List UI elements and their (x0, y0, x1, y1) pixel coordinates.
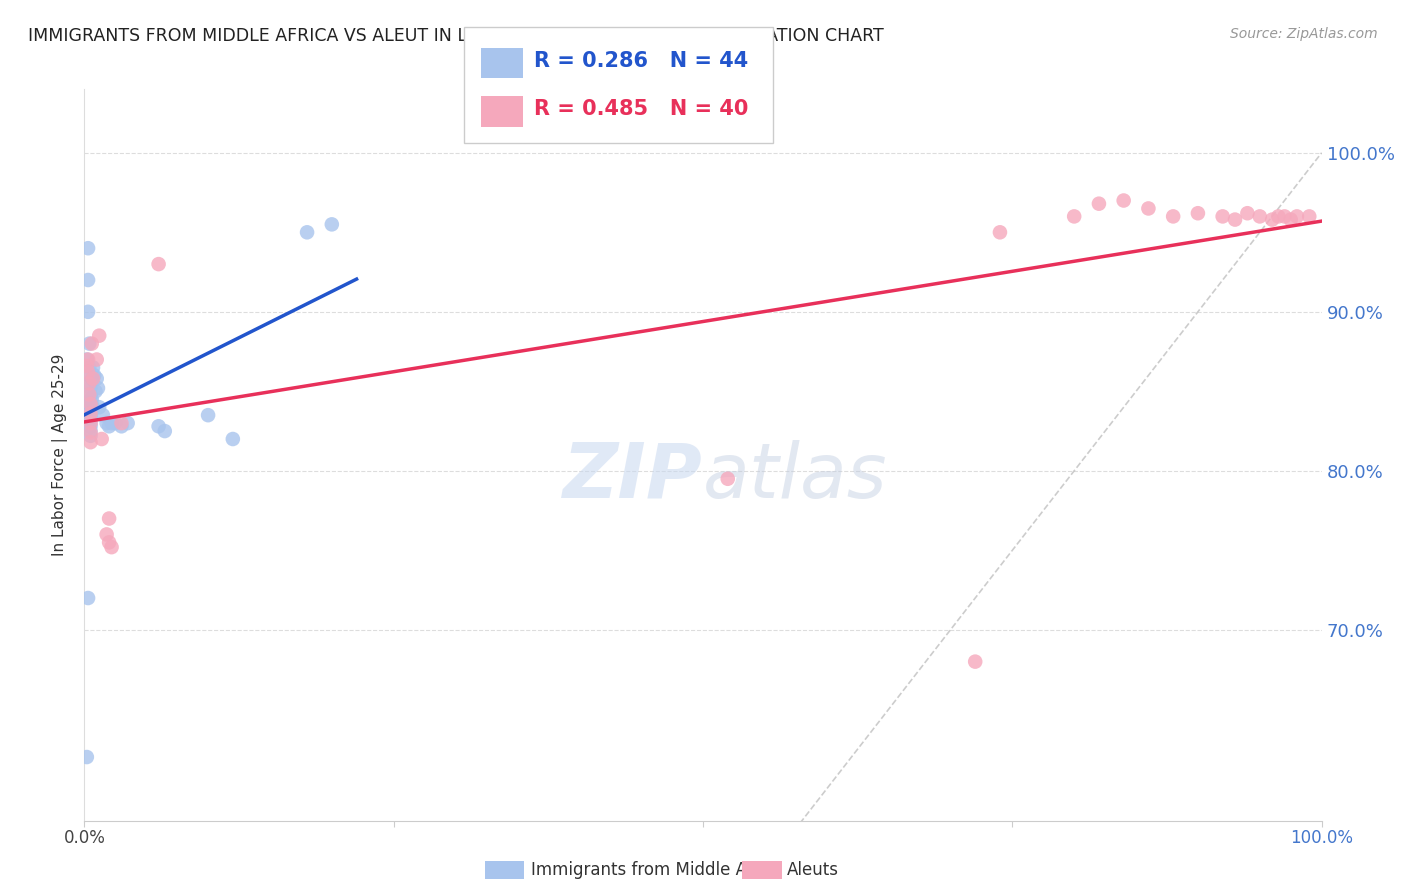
Point (79, 435, 101, 450)
Point (86, 371, 108, 385)
Point (1063, 210, 1085, 224)
Point (76, 352, 98, 367)
Point (79, 392, 101, 407)
Point (1261, 212, 1284, 227)
Text: R = 0.286   N = 44: R = 0.286 N = 44 (534, 51, 748, 70)
Text: 0.0%: 0.0% (63, 829, 105, 847)
Point (79, 387, 101, 401)
Point (82, 401, 104, 415)
Point (1137, 202, 1160, 216)
Point (1249, 210, 1271, 224)
Point (79, 403, 101, 417)
Point (1088, 196, 1111, 211)
Point (79, 381, 101, 395)
Point (321, 218, 343, 232)
Point (80, 392, 103, 407)
Point (79, 336, 101, 351)
Point (79, 419, 101, 434)
Point (87, 381, 110, 395)
Point (1279, 212, 1302, 227)
Point (91, 408, 114, 422)
Point (222, 432, 245, 446)
Point (110, 416, 132, 430)
Point (79, 376, 101, 391)
Text: Source: ZipAtlas.com: Source: ZipAtlas.com (1230, 27, 1378, 41)
Point (79, 416, 101, 430)
Point (79, 397, 101, 411)
Point (79, 407, 101, 421)
Point (83, 368, 105, 383)
Point (89, 328, 111, 343)
Point (1274, 210, 1296, 224)
Point (79, 425, 101, 440)
Point (1223, 212, 1246, 227)
Point (80, 371, 103, 385)
Point (100, 416, 122, 430)
Point (98, 511, 121, 525)
Y-axis label: In Labor Force | Age 25-29: In Labor Force | Age 25-29 (52, 354, 69, 556)
Point (79, 401, 101, 415)
Point (1298, 210, 1320, 224)
Point (79, 387, 101, 401)
Point (79, 429, 101, 443)
Text: 100.0%: 100.0% (1291, 829, 1353, 847)
Point (79, 411, 101, 425)
Point (76, 359, 98, 373)
Point (98, 535, 121, 549)
Point (96, 416, 118, 430)
Point (79, 368, 101, 383)
Point (100, 540, 122, 554)
Point (96, 527, 118, 541)
Point (84, 384, 107, 399)
Point (1285, 210, 1308, 224)
Point (77, 352, 100, 367)
Point (1112, 194, 1135, 208)
Point (89, 401, 111, 415)
Point (988, 225, 1011, 239)
Point (82, 371, 104, 385)
Point (148, 257, 170, 271)
Point (79, 376, 101, 391)
Point (1161, 210, 1184, 224)
Point (110, 419, 132, 434)
Point (717, 472, 740, 486)
Text: atlas: atlas (703, 440, 887, 514)
Point (79, 416, 101, 430)
Text: R = 0.485   N = 40: R = 0.485 N = 40 (534, 99, 748, 119)
Point (295, 225, 318, 239)
Point (77, 365, 100, 379)
Point (90, 432, 112, 446)
Point (1187, 206, 1209, 220)
Point (1212, 210, 1234, 224)
Point (76, 750, 98, 764)
Point (79, 408, 101, 422)
Point (79, 424, 101, 438)
Point (98, 419, 121, 434)
Point (1236, 206, 1258, 220)
Point (77, 591, 100, 605)
Point (77, 241, 100, 255)
Point (153, 424, 176, 438)
Point (117, 416, 139, 430)
Text: ZIP: ZIP (564, 440, 703, 514)
Point (79, 397, 101, 411)
Point (197, 408, 219, 422)
Point (148, 419, 170, 434)
Text: Aleuts: Aleuts (787, 861, 839, 879)
Point (86, 352, 108, 367)
Point (77, 305, 100, 319)
Point (965, 655, 987, 669)
Point (1267, 210, 1289, 224)
Text: Immigrants from Middle Africa: Immigrants from Middle Africa (531, 861, 783, 879)
Point (77, 273, 100, 287)
Point (80, 336, 103, 351)
Text: IMMIGRANTS FROM MIDDLE AFRICA VS ALEUT IN LABOR FORCE | AGE 25-29 CORRELATION CH: IMMIGRANTS FROM MIDDLE AFRICA VS ALEUT I… (28, 27, 884, 45)
Point (82, 360, 104, 375)
Point (104, 416, 127, 430)
Point (79, 360, 101, 375)
